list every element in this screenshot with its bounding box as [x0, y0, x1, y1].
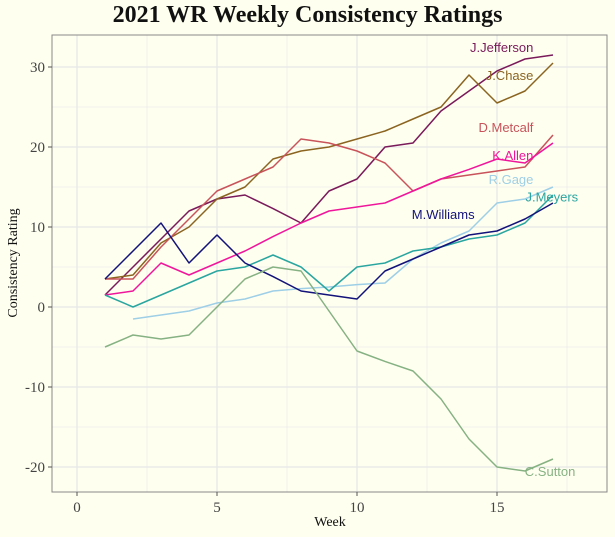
series-line-k-allen — [104, 142, 554, 296]
series-label: K.Allen — [492, 148, 533, 163]
series-label: D.Metcalf — [478, 120, 533, 135]
y-tick-label: 10 — [30, 220, 45, 236]
series-line-d-metcalf — [105, 134, 554, 280]
series-label: M.Williams — [412, 207, 475, 222]
x-axis-label: Week — [314, 515, 346, 530]
series-label: J.Chase — [486, 68, 534, 83]
x-axis: 0 5 10 15 — [73, 492, 505, 516]
series-line-c-sutton — [104, 266, 554, 472]
series-label: J.Jefferson — [470, 40, 533, 55]
y-axis-label: Consistency Rating — [6, 208, 21, 317]
series-line-j-meyers — [104, 194, 554, 308]
x-tick-label: 0 — [73, 500, 81, 516]
series-line-m-williams — [104, 202, 554, 300]
series-line-r-gage — [132, 186, 554, 320]
y-tick-label: 30 — [30, 60, 45, 76]
series-label: J.Meyers — [525, 190, 578, 205]
series-line-j-chase — [104, 62, 554, 280]
y-axis: -20 -10 0 10 20 30 — [25, 60, 52, 476]
x-tick-label: 15 — [490, 500, 505, 516]
series-label: C.Sutton — [525, 464, 576, 479]
series-labels: J.Jefferson J.Chase D.Metcalf K.Allen R.Gage… — [412, 40, 579, 479]
series-label: R.Gage — [489, 172, 534, 187]
panel-border — [51, 34, 608, 493]
y-tick-label: 20 — [30, 140, 45, 156]
y-tick-label: -20 — [25, 460, 45, 476]
y-tick-label: 0 — [38, 300, 46, 316]
x-tick-label: 10 — [350, 500, 365, 516]
y-tick-label: -10 — [25, 380, 45, 396]
series-lines — [104, 54, 554, 472]
x-tick-label: 5 — [213, 500, 221, 516]
grid — [52, 35, 607, 492]
chart-title: 2021 WR Weekly Consistency Ratings — [112, 2, 503, 28]
